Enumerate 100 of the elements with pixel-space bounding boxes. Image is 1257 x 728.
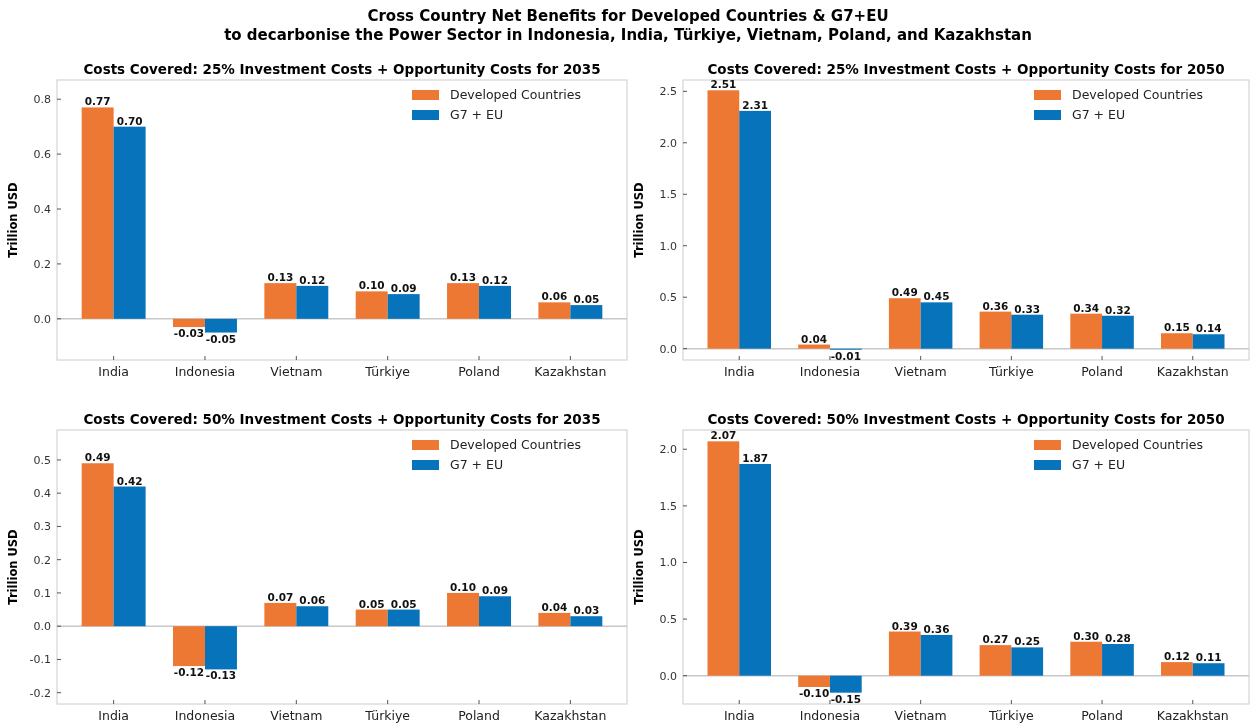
data-label: 1.87 — [742, 451, 769, 464]
data-label: 0.34 — [1073, 301, 1100, 314]
data-label: 0.70 — [116, 114, 143, 127]
y-axis-title: Trillion USD — [6, 529, 20, 605]
x-tick-label: Poland — [458, 708, 500, 723]
data-label: 0.49 — [891, 286, 918, 299]
x-tick-label: India — [98, 364, 129, 379]
x-tick-label: Türkiye — [987, 708, 1035, 723]
y-axis-title: Trillion USD — [632, 529, 646, 605]
y-tick-label: 2.0 — [659, 443, 677, 457]
data-label: 0.12 — [482, 273, 508, 286]
chart-title: Costs Covered: 25% Investment Costs + Opportunity Costs for 2050 — [707, 61, 1225, 77]
legend-label: G7 + EU — [450, 107, 504, 122]
data-label: 0.45 — [923, 290, 950, 303]
y-tick-label: -0.2 — [29, 686, 51, 700]
data-label: 0.03 — [573, 604, 600, 617]
data-label: -0.10 — [798, 687, 830, 700]
y-tick-label: 0.0 — [659, 669, 677, 683]
data-label: -0.12 — [173, 666, 205, 679]
x-tick-label: Vietnam — [270, 364, 323, 379]
data-label: 0.06 — [299, 594, 326, 607]
x-tick-label: Kazakhstan — [534, 708, 607, 723]
data-label: 0.49 — [84, 451, 111, 464]
data-label: 0.06 — [541, 290, 568, 303]
data-label: 0.05 — [358, 597, 385, 610]
data-label: 0.04 — [801, 332, 828, 345]
x-tick-label: Kazakhstan — [1156, 364, 1229, 379]
y-tick-label: 1.0 — [659, 556, 677, 570]
data-label: 0.05 — [573, 293, 600, 306]
data-label: 0.39 — [891, 619, 918, 632]
data-label: 0.05 — [390, 597, 417, 610]
data-label: 2.07 — [710, 429, 737, 442]
y-tick-label: 1.5 — [659, 188, 677, 202]
data-label: 0.11 — [1195, 651, 1222, 664]
data-label: -0.13 — [205, 669, 237, 682]
y-axis-title: Trillion USD — [632, 182, 646, 258]
y-axis-title: Trillion USD — [6, 182, 20, 258]
x-tick-label: Indonesia — [799, 364, 861, 379]
data-label: -0.15 — [830, 692, 861, 705]
data-label: 0.25 — [1014, 635, 1041, 648]
x-tick-label: Indonesia — [174, 364, 236, 379]
data-label: 0.09 — [482, 584, 508, 597]
chart-title: Costs Covered: 50% Investment Costs + Opportunity Costs for 2050 — [707, 411, 1225, 427]
data-label: 0.33 — [1014, 302, 1041, 315]
x-tick-label: India — [98, 708, 129, 723]
y-tick-label: 0.1 — [33, 586, 51, 600]
x-tick-label: Vietnam — [894, 708, 947, 723]
data-label: 0.36 — [982, 299, 1009, 312]
x-tick-label: Poland — [1081, 364, 1123, 379]
y-tick-label: 0.3 — [33, 520, 51, 534]
y-tick-label: 2.0 — [659, 136, 677, 150]
y-tick-label: 1.0 — [659, 239, 677, 253]
y-tick-label: 0.5 — [659, 612, 677, 626]
data-label: 0.77 — [84, 95, 111, 108]
y-tick-label: 1.5 — [659, 499, 677, 513]
data-label: 0.12 — [299, 273, 326, 286]
data-label: 0.07 — [267, 590, 294, 603]
x-tick-label: Türkiye — [364, 364, 411, 379]
data-label: -0.01 — [830, 349, 861, 362]
data-label: -0.05 — [205, 332, 237, 345]
data-label: 0.42 — [116, 474, 143, 487]
legend-label: G7 + EU — [1072, 457, 1126, 472]
y-tick-label: 0.8 — [33, 93, 51, 107]
data-label: 0.28 — [1104, 631, 1131, 644]
x-tick-label: Poland — [458, 364, 500, 379]
text: Cross Country Net Benefits for Developed Countries & G7+EU to decarbonise the Power Sector in Indonesia, India, Türkiye, Vietnam, Poland, and Kazakhstan — [224, 7, 1032, 44]
y-tick-label: 0.6 — [33, 147, 51, 161]
y-tick-label: 0.2 — [33, 553, 51, 567]
data-label: 0.09 — [390, 282, 417, 295]
data-label: 0.30 — [1073, 629, 1100, 642]
x-tick-label: Kazakhstan — [534, 364, 607, 379]
x-tick-label: Kazakhstan — [1156, 708, 1229, 723]
data-label: 0.32 — [1104, 303, 1131, 316]
y-tick-label: 0.0 — [33, 312, 51, 326]
y-tick-label: 0.5 — [33, 453, 51, 467]
data-label: 0.15 — [1163, 321, 1190, 334]
y-tick-label: 0.5 — [659, 291, 677, 305]
legend-label: Developed Countries — [450, 87, 581, 102]
x-tick-label: Vietnam — [270, 708, 323, 723]
data-label: 0.36 — [923, 622, 950, 635]
x-tick-label: India — [723, 364, 755, 379]
y-tick-label: 0.0 — [33, 620, 51, 634]
legend-label: Developed Countries — [450, 437, 581, 452]
data-label: 0.27 — [982, 633, 1009, 646]
y-tick-label: 0.2 — [33, 257, 51, 271]
data-label: 0.12 — [1163, 650, 1190, 663]
y-tick-label: 0.0 — [659, 342, 677, 356]
data-label: 0.10 — [450, 580, 476, 593]
y-tick-label: 2.5 — [659, 85, 677, 99]
data-label: 0.13 — [450, 271, 476, 284]
x-tick-label: Türkiye — [364, 708, 411, 723]
x-tick-label: Indonesia — [174, 708, 236, 723]
y-tick-label: 0.4 — [33, 487, 51, 501]
data-label: 2.51 — [710, 78, 737, 91]
data-label: 0.04 — [541, 600, 568, 613]
legend-label: Developed Countries — [1072, 437, 1203, 452]
data-label: 0.14 — [1195, 322, 1222, 335]
legend-label: G7 + EU — [450, 457, 504, 472]
data-label: 2.31 — [742, 98, 769, 111]
y-tick-label: -0.1 — [29, 653, 51, 667]
